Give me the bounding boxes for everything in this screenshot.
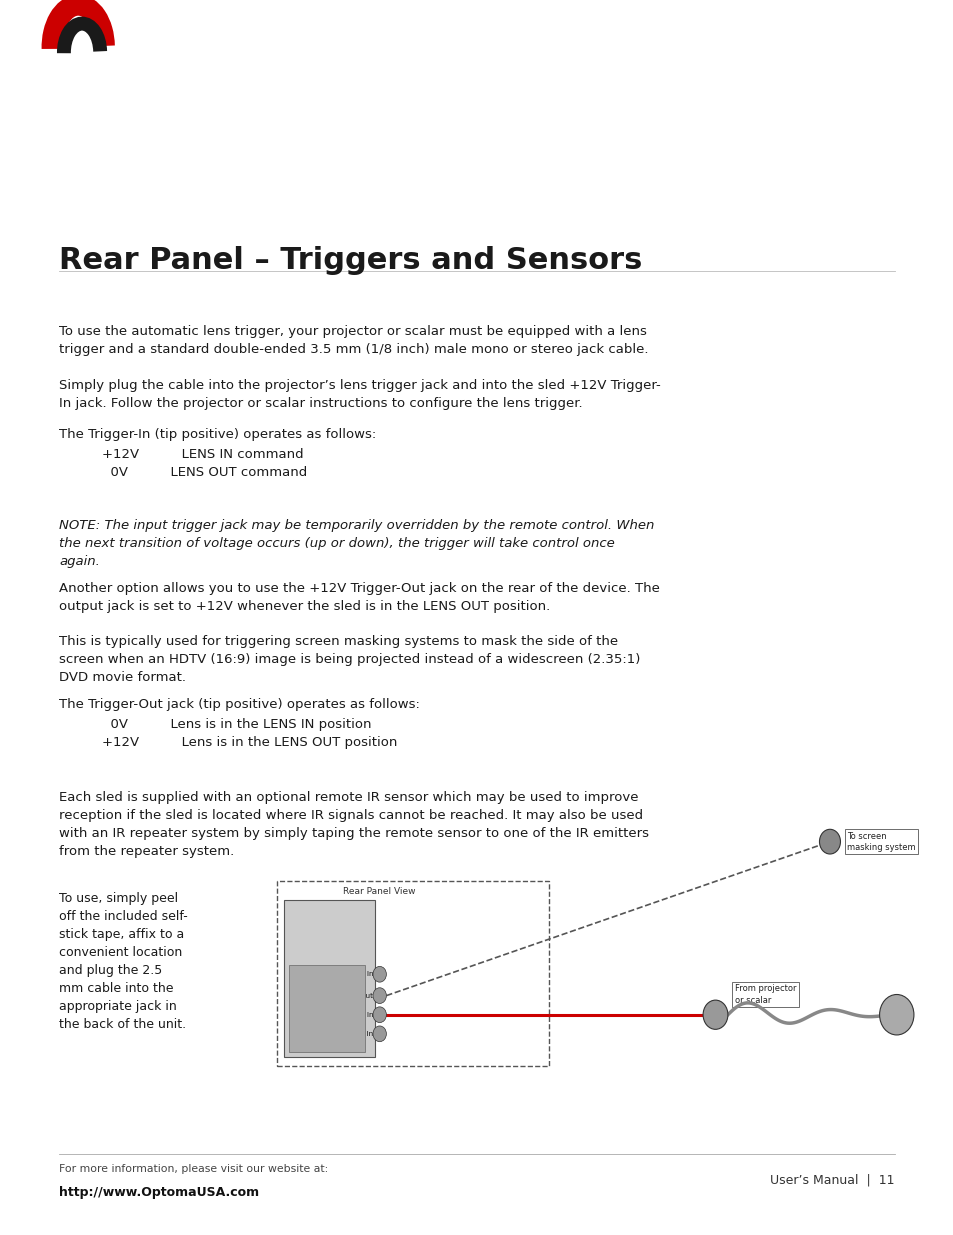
Circle shape [373, 1007, 386, 1023]
Text: The Trigger-In (tip positive) operates as follows:: The Trigger-In (tip positive) operates a… [59, 429, 376, 441]
Circle shape [373, 1026, 386, 1041]
Text: +12V Trigger Out: +12V Trigger Out [310, 993, 373, 999]
Text: BX-AL133: BX-AL133 [828, 69, 924, 88]
Bar [276, 881, 548, 1066]
Text: 0V          Lens is in the LENS IN position: 0V Lens is in the LENS IN position [102, 718, 371, 731]
Text: Remote IR Sensor In: Remote IR Sensor In [299, 1031, 373, 1037]
Text: The Trigger-Out jack (tip positive) operates as follows:: The Trigger-Out jack (tip positive) oper… [59, 698, 419, 711]
Text: This is typically used for triggering screen masking systems to mask the side of: This is typically used for triggering sc… [59, 635, 639, 684]
Text: +12V Trigger In: +12V Trigger In [316, 1011, 373, 1018]
Bar [289, 966, 365, 1052]
Circle shape [373, 967, 386, 982]
Text: Another option allows you to use the +12V Trigger-Out jack on the rear of the de: Another option allows you to use the +12… [59, 582, 659, 613]
Circle shape [879, 994, 913, 1035]
Text: NOTE: The input trigger jack may be temporarily overridden by the remote control: NOTE: The input trigger jack may be temp… [59, 519, 654, 568]
Text: http://www.OptomaUSA.com: http://www.OptomaUSA.com [59, 1186, 259, 1198]
Text: +9V DC In: +9V DC In [335, 971, 373, 977]
Text: To use, simply peel
off the included self-
stick tape, affix to a
convenient loc: To use, simply peel off the included sel… [59, 892, 188, 1031]
Text: For more information, please visit our website at:: For more information, please visit our w… [59, 1165, 328, 1174]
Text: Optoma: Optoma [167, 41, 334, 77]
Bar [284, 900, 375, 1057]
Text: From projector
or scalar: From projector or scalar [734, 984, 795, 1004]
Circle shape [819, 829, 840, 855]
Text: User’s Manual: User’s Manual [700, 20, 924, 48]
Text: Rear Panel View: Rear Panel View [343, 887, 416, 895]
Text: 0V          LENS OUT command: 0V LENS OUT command [102, 467, 307, 479]
Text: +12V          LENS IN command: +12V LENS IN command [102, 448, 303, 462]
Text: Each sled is supplied with an optional remote IR sensor which may be used to imp: Each sled is supplied with an optional r… [59, 792, 648, 858]
Text: To use the automatic lens trigger, your projector or scalar must be equipped wit: To use the automatic lens trigger, your … [59, 325, 648, 356]
Circle shape [373, 988, 386, 1004]
Text: To screen
masking system: To screen masking system [846, 831, 915, 852]
Text: Simply plug the cable into the projector’s lens trigger jack and into the sled +: Simply plug the cable into the projector… [59, 379, 660, 410]
Text: Rear Panel – Triggers and Sensors: Rear Panel – Triggers and Sensors [59, 246, 642, 275]
Text: User’s Manual  |  11: User’s Manual | 11 [769, 1173, 894, 1186]
Circle shape [702, 1000, 727, 1029]
Text: +12V          Lens is in the LENS OUT position: +12V Lens is in the LENS OUT position [102, 736, 397, 748]
